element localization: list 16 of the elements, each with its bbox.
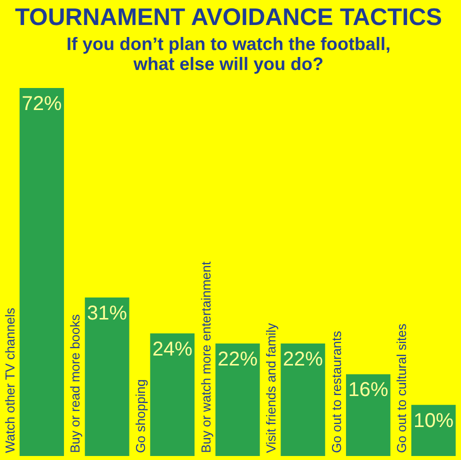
x-tick-label: Visit friends and family — [264, 322, 279, 453]
data-label: 24% — [152, 338, 193, 360]
chart-title: TOURNAMENT AVOIDANCE TACTICS — [14, 4, 442, 31]
x-tick-label: Buy or watch more entertainment — [198, 261, 214, 453]
data-label: 10% — [413, 410, 454, 432]
x-tick-label: Watch other TV channels — [2, 307, 18, 453]
x-tick-label: Go out to restaurants — [328, 330, 344, 453]
data-label: 22% — [218, 348, 258, 371]
data-label: 16% — [348, 379, 388, 402]
x-tick-label: Go out to cultural sites — [394, 323, 410, 453]
data-label: 31% — [87, 302, 128, 325]
chart-subtitle: If you don’t plan to watch the football, what else will you do? — [66, 34, 390, 74]
data-label: 72% — [22, 93, 62, 115]
data-label: 22% — [282, 348, 324, 371]
x-tick-label: Go shopping — [133, 379, 148, 453]
x-tick-label: Buy or read more books — [68, 314, 83, 453]
